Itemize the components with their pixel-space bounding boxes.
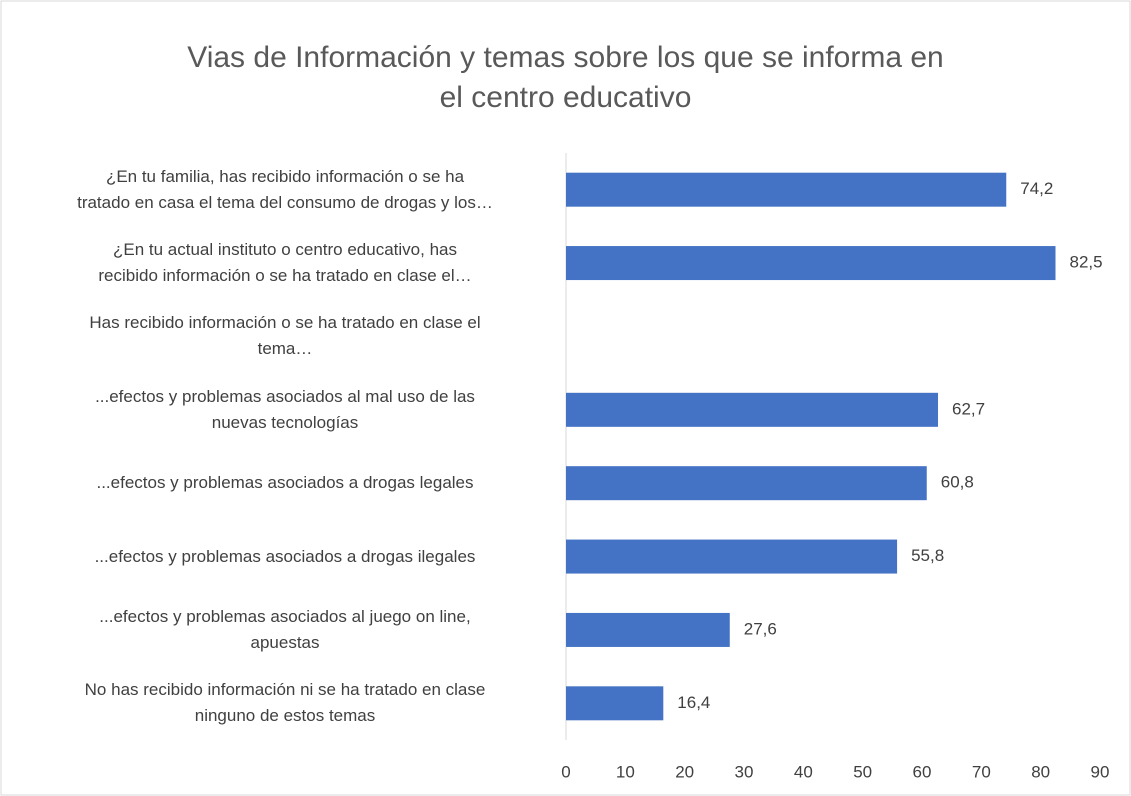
y-tick-label: No has recibido información ni se ha tra… (84, 680, 486, 726)
y-tick-label: ¿En tu familia, has recibido información… (77, 166, 493, 212)
y-tick-label: ...efectos y problemas asociados al jueg… (99, 606, 471, 652)
x-tick-label: 80 (1031, 762, 1050, 781)
data-label: 27,6 (744, 619, 777, 638)
y-tick-label: ...efectos y problemas asociados a droga… (94, 546, 476, 566)
x-tick-label: 60 (913, 762, 932, 781)
data-label: 16,4 (677, 693, 710, 712)
x-tick-label: 0 (561, 762, 570, 781)
y-tick-label: ¿En tu actual instituto o centro educati… (98, 240, 472, 286)
y-tick-label: ...efectos y problemas asociados al mal … (95, 386, 475, 432)
x-tick-label: 90 (1091, 762, 1110, 781)
data-label: 62,7 (952, 399, 985, 418)
chart-title: Vias de Información y temas sobre los qu… (187, 41, 944, 114)
data-label: 60,8 (941, 473, 974, 492)
bar (566, 686, 664, 721)
bar (566, 466, 927, 501)
title-box: Vias de Información y temas sobre los qu… (0, 38, 1131, 118)
x-tick-label: 50 (853, 762, 872, 781)
bar (566, 246, 1056, 281)
x-tick-label: 20 (675, 762, 694, 781)
bar (566, 172, 1007, 207)
data-label: 55,8 (911, 546, 944, 565)
data-label: 74,2 (1020, 179, 1053, 198)
bar (566, 392, 939, 427)
x-tick-label: 10 (616, 762, 635, 781)
bar (566, 612, 730, 647)
y-tick-label: ...efectos y problemas asociados a droga… (96, 473, 474, 493)
data-label: 82,5 (1070, 253, 1103, 272)
bar (566, 539, 898, 574)
x-tick-label: 30 (735, 762, 754, 781)
x-tick-label: 70 (972, 762, 991, 781)
x-tick-label: 40 (794, 762, 813, 781)
y-tick-label: Has recibido información o se ha tratado… (89, 313, 481, 359)
